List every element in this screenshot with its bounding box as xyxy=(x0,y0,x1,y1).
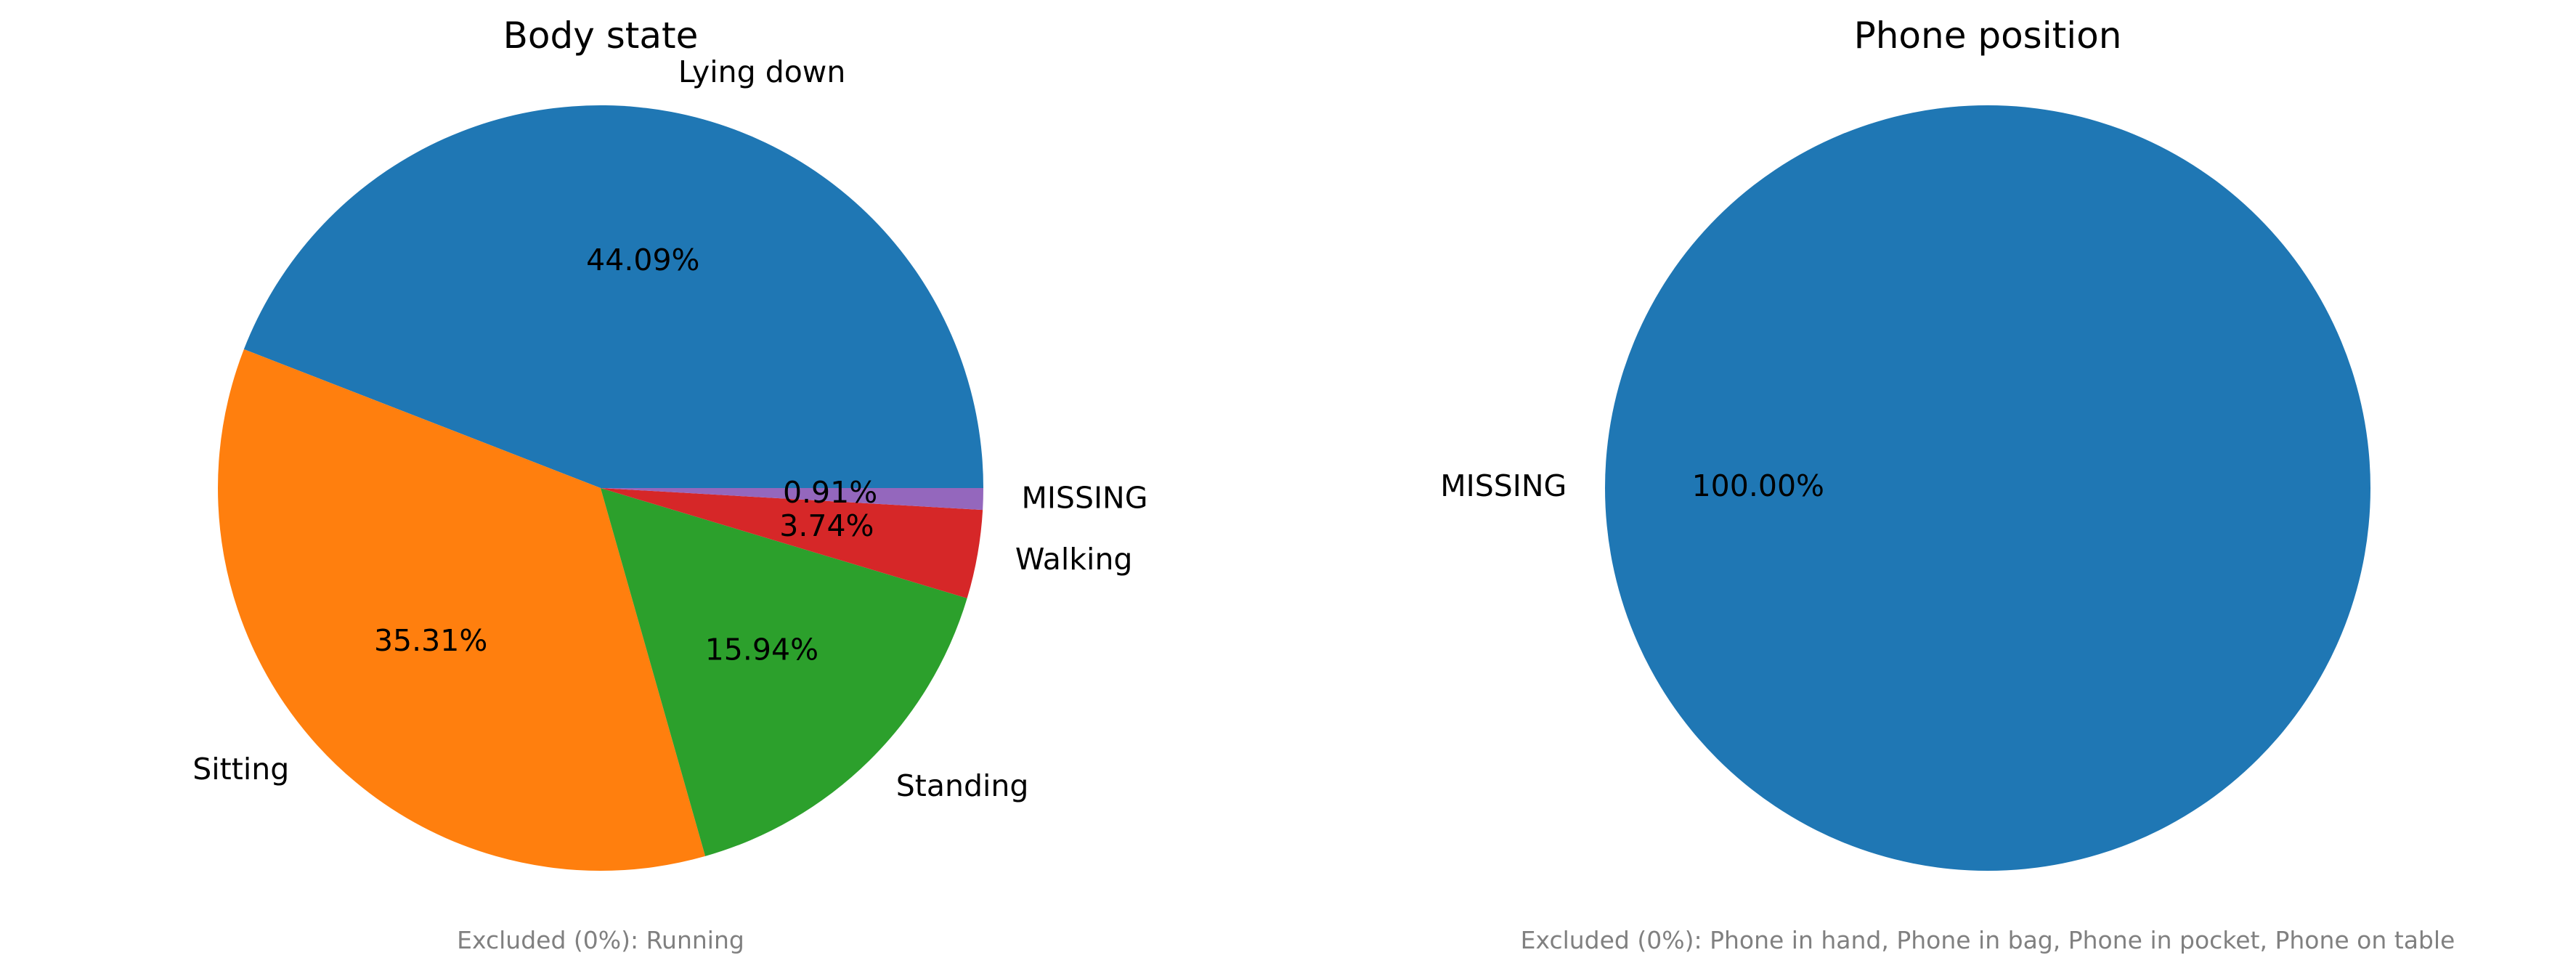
pie-slice-lying-down xyxy=(243,105,984,489)
pie-slice-missing xyxy=(601,488,983,511)
percent-label-sitting: 35.31% xyxy=(374,623,487,658)
excluded-note: Excluded (0%): Running xyxy=(457,926,744,954)
pie-labels: Lying down 44.09% Sitting 35.31% Standing 15.… xyxy=(192,54,1147,803)
slice-label-sitting: Sitting xyxy=(192,752,289,787)
percent-label-walking: 3.74% xyxy=(779,508,874,543)
pie-chart-body-state: Body state Lying down 44.09% Sitting 35.31%… xyxy=(192,15,1147,954)
chart-title: Phone position xyxy=(1854,15,2122,57)
pie-slice-walking xyxy=(601,488,983,598)
percent-label-missing: 100.00% xyxy=(1692,468,1824,503)
chart-title: Body state xyxy=(503,15,699,57)
pie-slice-missing xyxy=(1605,105,2370,871)
slice-label-missing: MISSING xyxy=(1021,481,1147,516)
pie-slice-sitting xyxy=(218,349,706,872)
pie-slices xyxy=(1605,105,2370,871)
slice-label-lying-down: Lying down xyxy=(678,54,845,89)
percent-label-lying-down: 44.09% xyxy=(586,243,699,277)
slice-label-walking: Walking xyxy=(1015,542,1133,577)
slice-label-missing: MISSING xyxy=(1440,468,1567,503)
excluded-note: Excluded (0%): Phone in hand, Phone in b… xyxy=(1521,926,2455,954)
percent-label-standing: 15.94% xyxy=(705,632,818,667)
pie-chart-phone-position: Phone position MISSING 100.00% Excluded (… xyxy=(1440,15,2455,954)
slice-label-standing: Standing xyxy=(896,768,1029,803)
pie-slice-standing xyxy=(601,488,967,856)
pie-slices xyxy=(218,105,984,872)
pie-labels: MISSING 100.00% xyxy=(1440,468,1824,503)
percent-label-missing: 0.91% xyxy=(783,475,877,510)
